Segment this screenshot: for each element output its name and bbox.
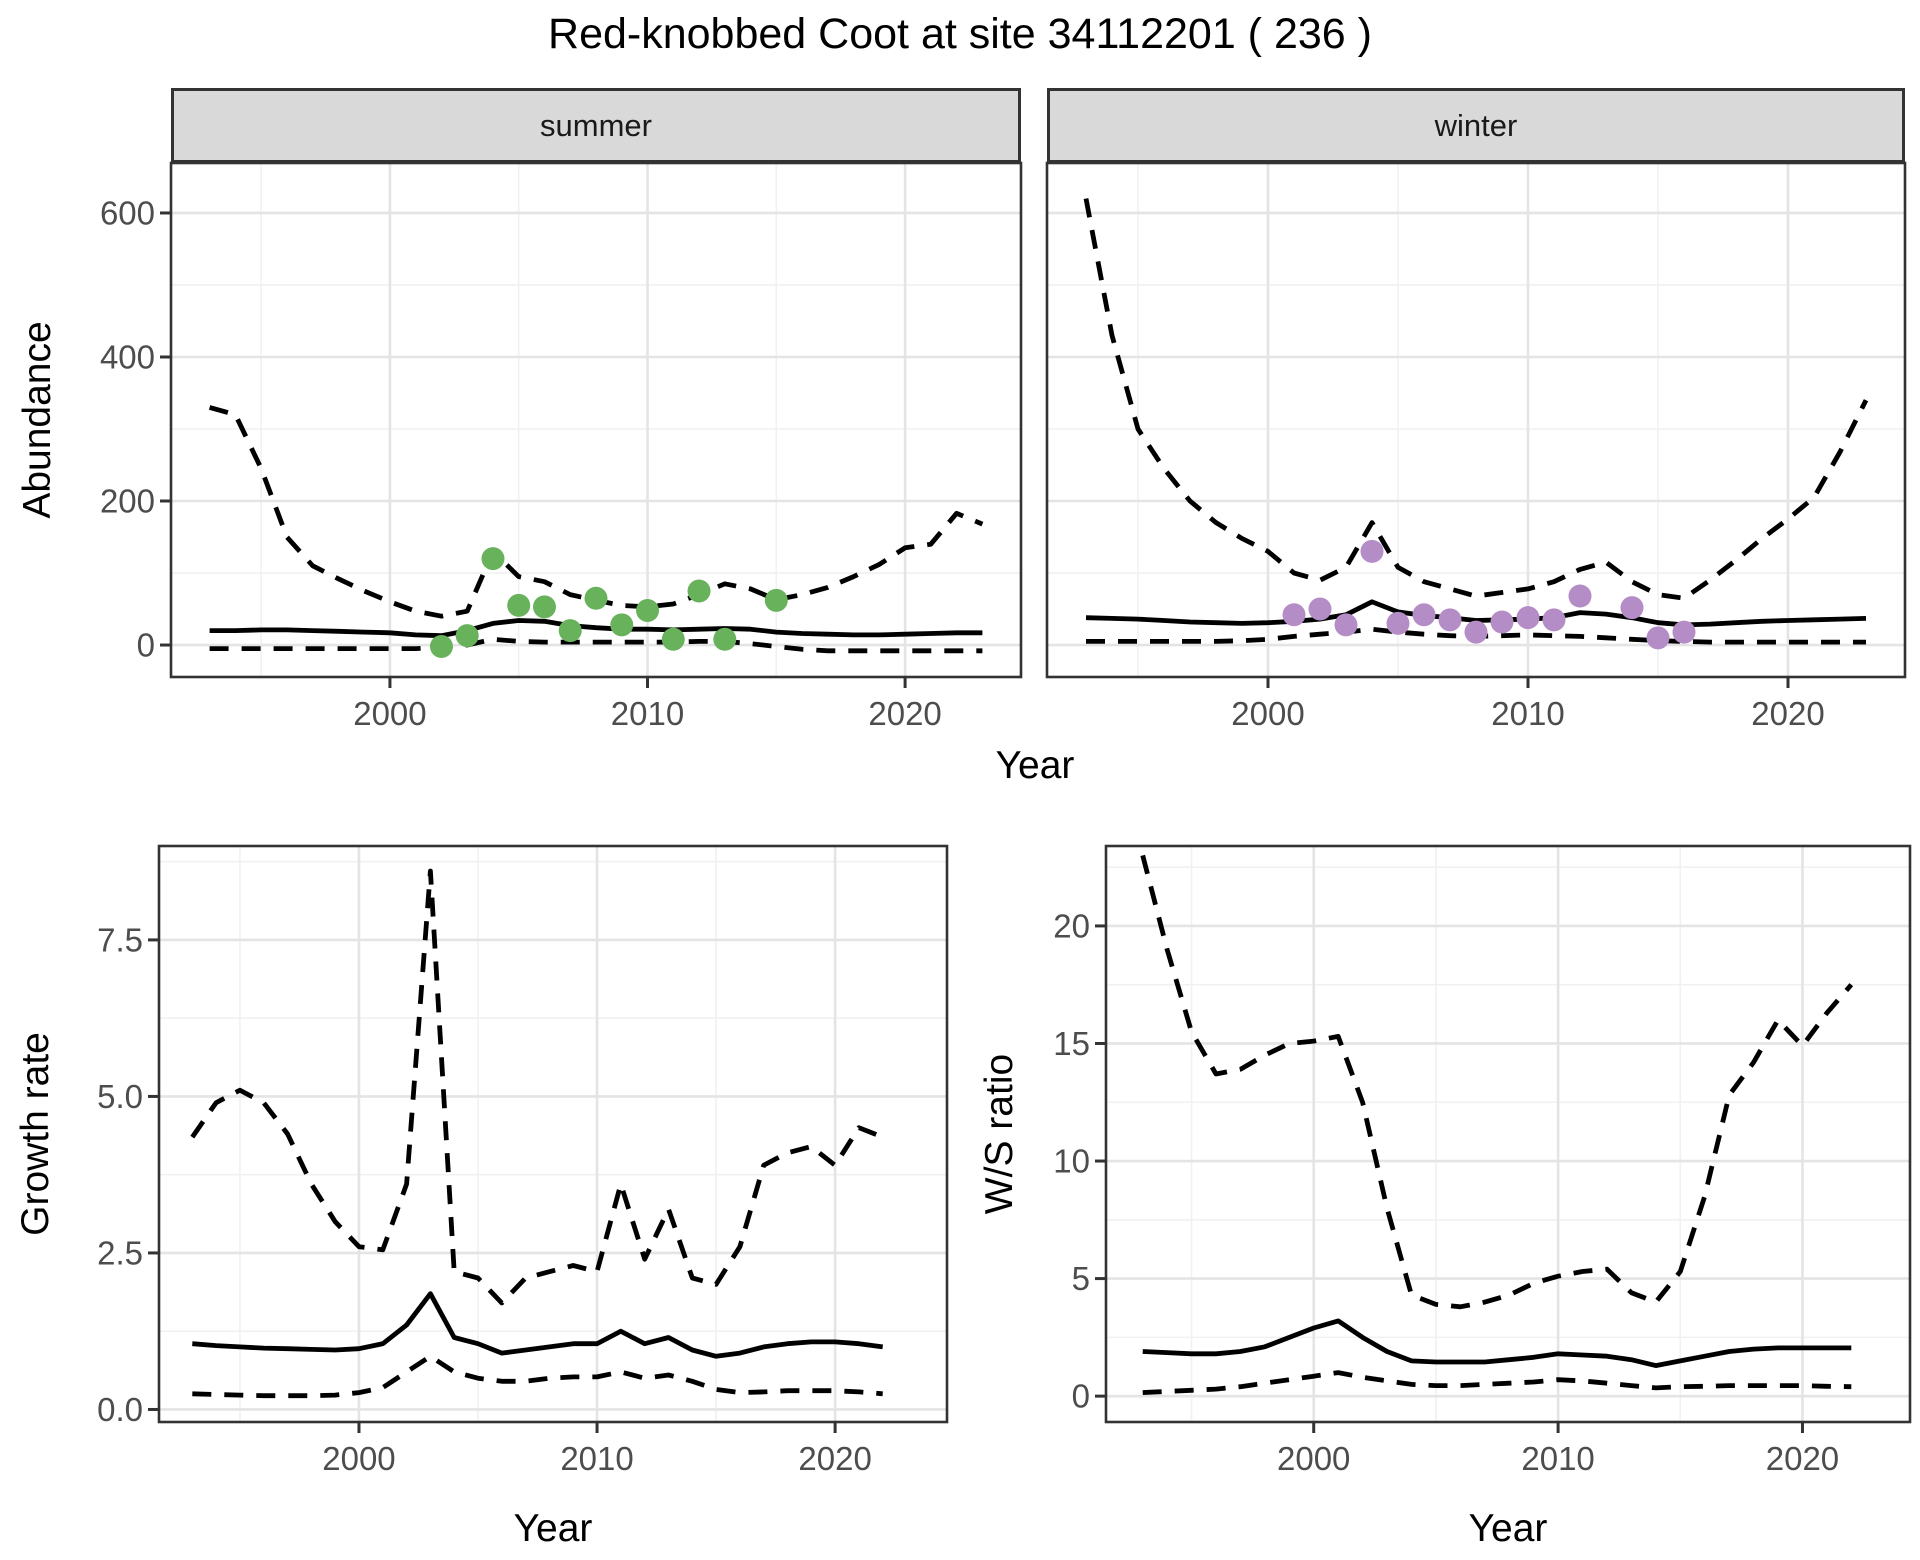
data-point-observed_summer_counts <box>455 624 479 648</box>
data-point-observed_summer_counts <box>532 595 556 619</box>
x-tick-label: 2000 <box>1231 695 1304 732</box>
panel-border <box>157 844 949 1424</box>
data-point-observed_winter_counts <box>1308 597 1332 621</box>
data-point-observed_winter_counts <box>1412 603 1436 627</box>
panel-background <box>1047 163 1905 677</box>
y-tick-label: 7.5 <box>97 921 143 958</box>
data-point-observed_winter_counts <box>1334 613 1358 637</box>
data-point-observed_summer_counts <box>584 586 608 610</box>
facet-strip-winter: winter <box>1047 88 1905 163</box>
data-point-observed_winter_counts <box>1490 610 1514 634</box>
data-point-observed_winter_counts <box>1568 584 1592 608</box>
data-point-observed_summer_counts <box>661 627 685 651</box>
x-tick-label: 2010 <box>1521 1440 1594 1477</box>
y-tick-label: 5.0 <box>97 1078 143 1115</box>
y-tick-label: 0 <box>137 627 155 664</box>
data-point-observed_summer_counts <box>481 547 505 571</box>
data-point-observed_winter_counts <box>1620 596 1644 620</box>
facet-label-winter: winter <box>1434 107 1518 143</box>
y-tick-label: 200 <box>100 483 155 520</box>
y-tick-label: 0 <box>1072 1378 1090 1415</box>
data-point-observed_summer_counts <box>507 593 531 617</box>
x-tick-label: 2020 <box>868 695 941 732</box>
y-tick-label: 600 <box>100 195 155 232</box>
series-upper_ci_dashed <box>1140 854 1854 1310</box>
y-tick-label: 0.0 <box>97 1391 143 1428</box>
x-tick-label: 2010 <box>560 1440 633 1477</box>
x-tick-label: 2020 <box>798 1440 871 1477</box>
x-tick-label: 2000 <box>1277 1440 1350 1477</box>
y-tick-label: 10 <box>1053 1143 1090 1180</box>
x-axis-title-bottom-right-year: Year <box>1468 1507 1548 1550</box>
data-point-observed_winter_counts <box>1360 539 1384 563</box>
y-tick-label: 15 <box>1053 1025 1090 1062</box>
y-tick-label: 20 <box>1053 907 1090 944</box>
x-tick-label: 2020 <box>1751 695 1824 732</box>
x-tick-label: 2000 <box>353 695 426 732</box>
series-median_solid <box>1085 599 1867 628</box>
series-lower_ci_dashed <box>192 1353 883 1399</box>
series-median_solid <box>209 618 983 639</box>
data-point-observed_winter_counts <box>1386 611 1410 635</box>
x-tick-label: 2000 <box>322 1440 395 1477</box>
data-point-observed_summer_counts <box>764 588 788 612</box>
data-point-observed_winter_counts <box>1464 620 1488 644</box>
panel-background <box>1106 846 1910 1422</box>
plot-title: Red-knobbed Coot at site 34112201 ( 236 … <box>548 10 1372 58</box>
series-upper_ci_dashed <box>1083 198 1869 601</box>
series-lower_ci_dashed <box>1142 1370 1852 1395</box>
x-tick-label: 2010 <box>1491 695 1564 732</box>
y-tick-label: 2.5 <box>97 1235 143 1272</box>
x-axis-title-top-year: Year <box>995 744 1075 787</box>
data-point-observed_summer_counts <box>636 598 660 622</box>
data-point-observed_summer_counts <box>610 613 634 637</box>
data-point-observed_summer_counts <box>713 627 737 651</box>
data-point-observed_winter_counts <box>1516 606 1540 630</box>
data-point-observed_winter_counts <box>1542 608 1566 632</box>
series-upper_ci_dashed <box>190 868 884 1306</box>
series-median_solid <box>1142 1318 1852 1368</box>
panel-background <box>159 846 947 1422</box>
x-axis-title-bottom-left-year: Year <box>513 1507 593 1550</box>
data-point-observed_summer_counts <box>687 579 711 603</box>
y-tick-label: 400 <box>100 339 155 376</box>
series-lower_ci_dashed <box>209 636 983 654</box>
facet-strip-summer: summer <box>171 88 1021 163</box>
x-tick-label: 2020 <box>1766 1440 1839 1477</box>
data-point-observed_summer_counts <box>429 634 453 658</box>
data-point-observed_winter_counts <box>1438 608 1462 632</box>
panel-border <box>169 161 1023 679</box>
x-tick-label: 2010 <box>611 695 684 732</box>
panel-border <box>1045 161 1907 679</box>
facet-label-summer: summer <box>540 107 652 143</box>
data-point-observed_winter_counts <box>1672 620 1696 644</box>
y-tick-label: 5 <box>1072 1260 1090 1297</box>
data-point-observed_winter_counts <box>1646 626 1670 650</box>
data-point-observed_summer_counts <box>558 619 582 643</box>
data-point-observed_winter_counts <box>1282 603 1306 627</box>
series-median_solid <box>192 1291 884 1359</box>
panel-border <box>1104 844 1912 1424</box>
